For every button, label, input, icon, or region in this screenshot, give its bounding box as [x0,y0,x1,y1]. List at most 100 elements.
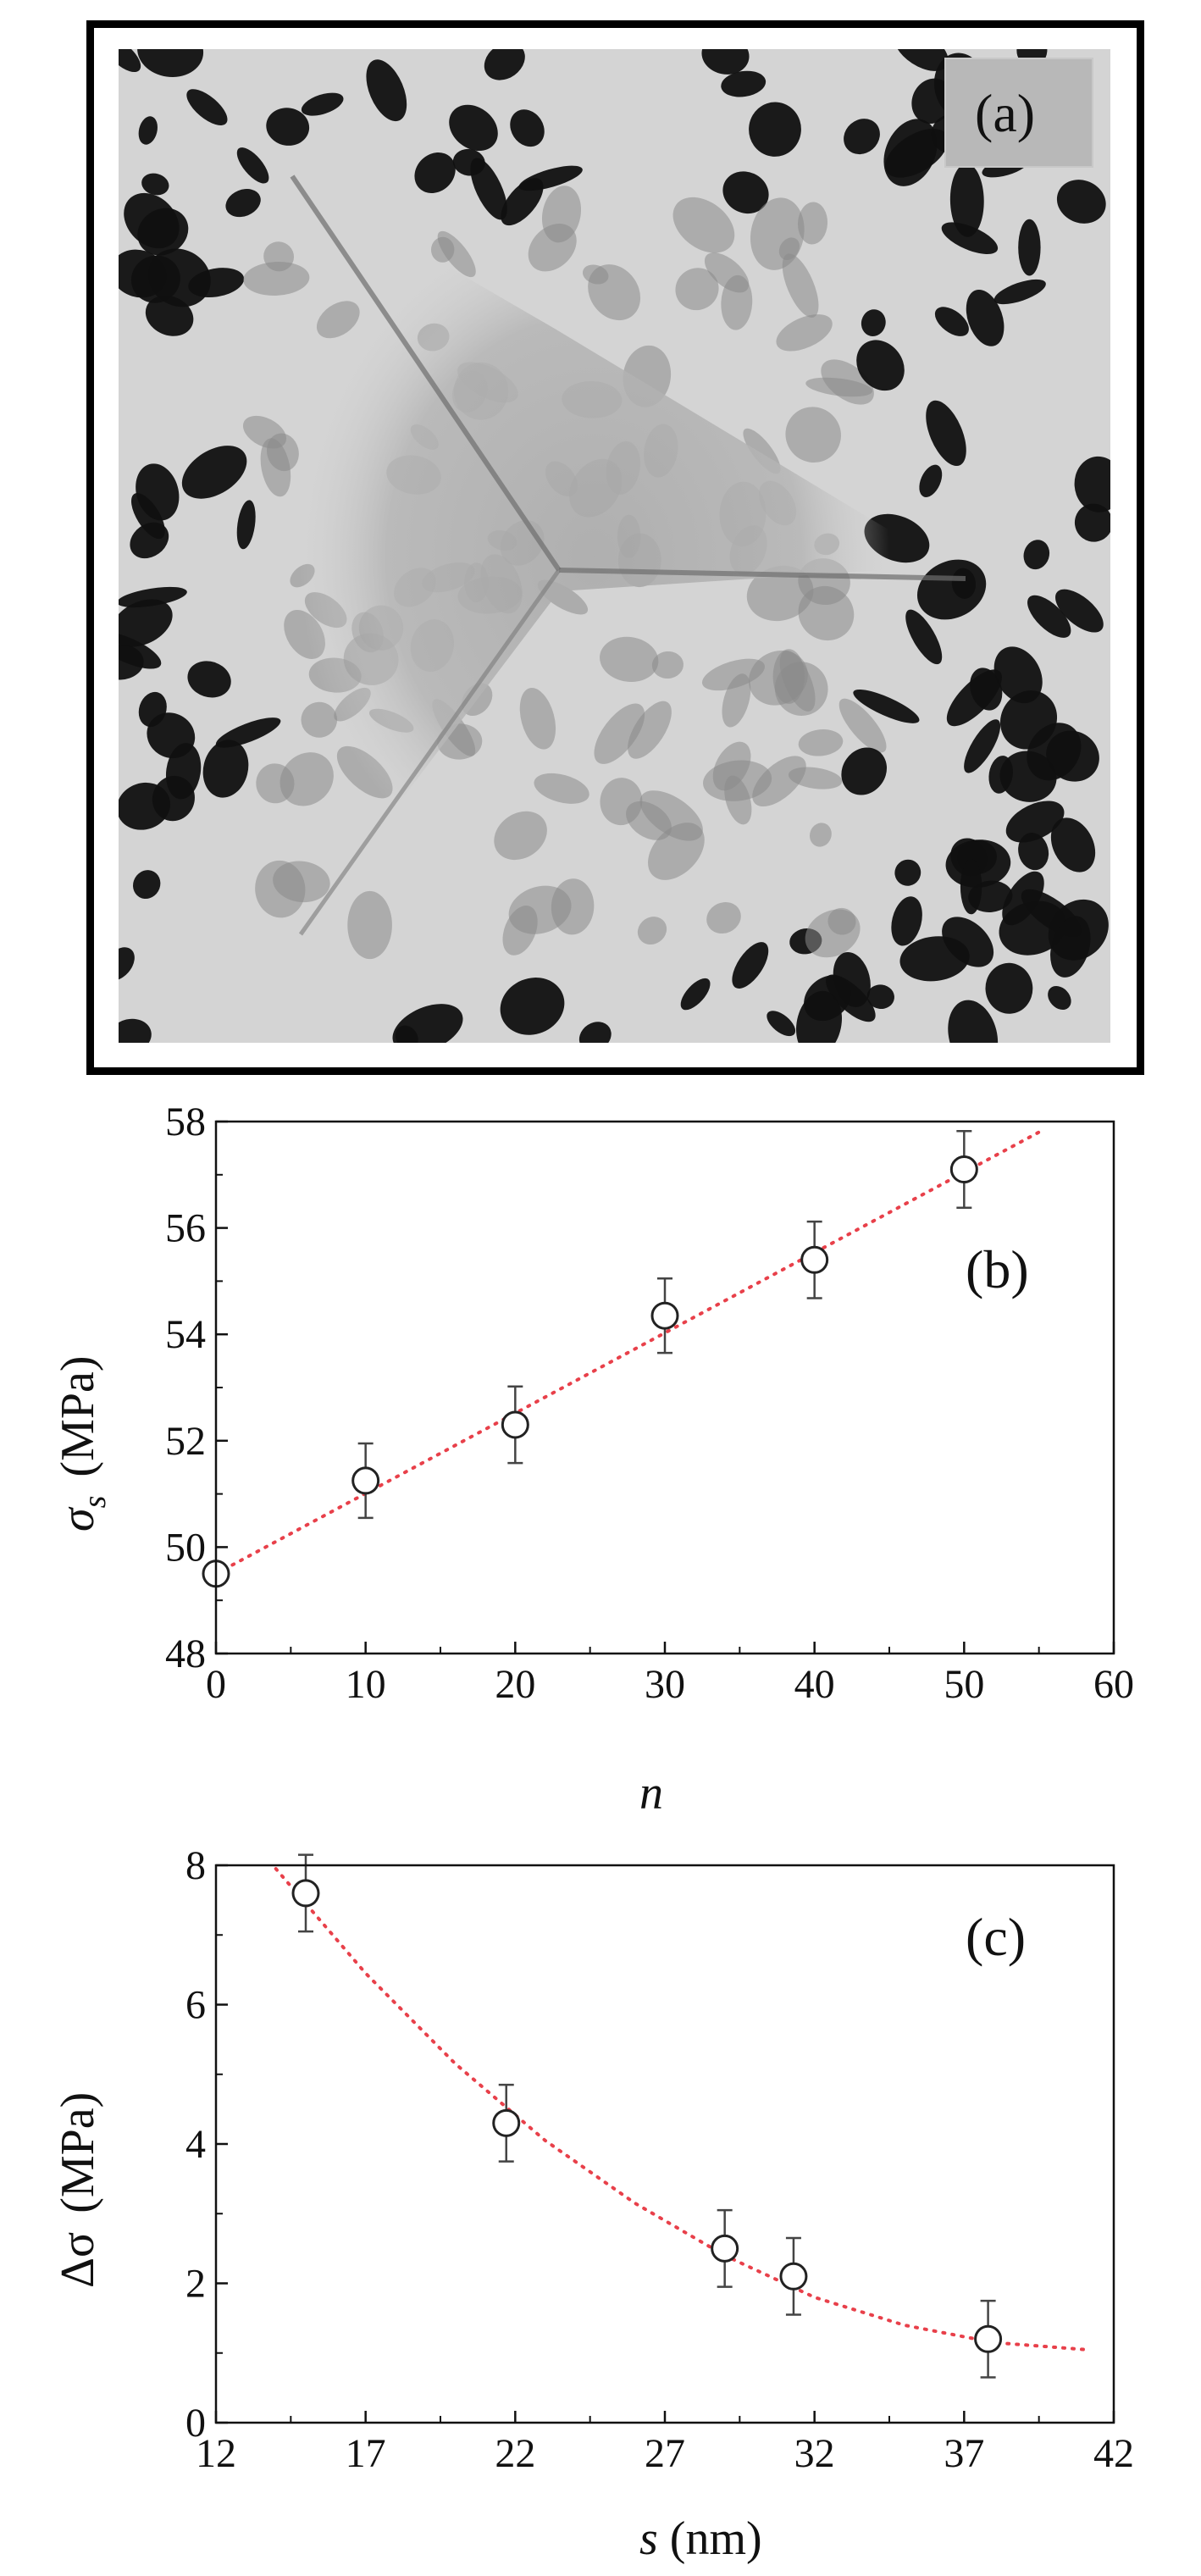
pore [948,1000,999,1043]
pore [414,152,456,194]
pore [853,689,920,723]
pore [1005,800,1065,843]
chart-b-x-axis-label: n [639,1767,663,1820]
chart-b-data-point [501,1410,529,1439]
pore [301,92,344,116]
pore [130,255,180,303]
pore [119,1018,152,1043]
pore [119,947,135,981]
pore [675,268,719,311]
pore [181,446,247,499]
pore [518,165,583,191]
pore [225,189,261,218]
pore [628,701,672,759]
chart-c-x-tick-label: 42 [1093,2431,1134,2476]
pore [941,222,999,254]
chart-c-data-point [711,2234,739,2263]
pore [721,274,753,330]
pore [588,264,641,321]
pore [648,823,705,880]
pore [266,108,310,146]
chart-b-data-point [949,1155,978,1184]
pore [919,464,943,497]
chart-c-panel-label: (c) [966,1907,1026,1967]
pore [926,400,966,467]
pore [510,109,545,147]
pore [528,223,577,272]
pore [721,70,767,97]
pore [508,885,572,934]
pore [470,158,507,220]
pore [934,307,969,336]
pore [133,870,161,900]
chart-b-data-point [650,1301,679,1330]
pore [841,747,888,795]
chart-c-x-tick-label: 17 [346,2431,386,2476]
pore [894,49,949,71]
chart-b-y-unit: (MPa) [52,1355,104,1476]
pore [706,901,741,934]
chart-c-y-symbol: Δσ [52,2232,104,2288]
panel-a-label: (a) [975,83,1036,143]
chart-c-data-point [291,1879,320,1908]
pore [600,636,659,682]
pore [215,717,281,748]
pore [833,951,871,1008]
pore [1050,817,1096,873]
chart-b: 0 10 20 30 40 50 60 48 50 52 54 56 58 (b) n σs (MPa) [52,1100,1134,1820]
pore [778,237,800,260]
pore [236,147,269,184]
pore [1027,723,1082,781]
pore [188,268,245,298]
pore [752,756,806,807]
chart-b-x-tick-label: 50 [944,1662,984,1707]
pore [942,917,994,967]
pore [672,197,735,253]
chart-c-y-tick-label: 0 [185,2401,206,2446]
pore [1048,985,1071,1011]
pore [534,773,589,804]
chart-b-y-tick-label: 54 [165,1312,206,1357]
pore [594,703,645,764]
pore [776,314,833,352]
pore [119,49,141,73]
pore [119,586,187,608]
pore [130,522,169,559]
pore [187,661,231,698]
pore [772,649,805,704]
chart-c-x-tick-label: 32 [794,2431,835,2476]
pore [964,719,1001,773]
chart-c: 12 17 22 27 32 37 42 0 2 4 6 8 (c) s (nm) Δσ (MPa) [52,1843,1134,2565]
pore [988,756,1013,794]
pore [966,290,1005,346]
pore [141,173,169,196]
panel-a-label-box: (a) [944,58,1093,168]
pore [637,917,667,945]
pore [1050,916,1091,978]
chart-b-y-tick-label: 58 [165,1100,206,1144]
pore [500,978,565,1035]
chart-b-x-tick-label: 60 [1093,1662,1134,1707]
pore [946,669,1002,727]
pore [993,646,1043,704]
pore [949,163,984,237]
pore [960,859,982,915]
pore [680,978,711,1011]
chart-c-y-axis-label: Δσ (MPa) [52,2092,104,2288]
chart-c-x-tick-label: 12 [196,2431,236,2476]
micrograph-texture [119,49,1110,1043]
chart-c-data-point [779,2262,808,2291]
pore [732,942,769,989]
pore [366,59,407,122]
pore [626,800,672,840]
pore [838,698,887,753]
pore [746,565,814,622]
pore [805,377,873,397]
chart-b-data-point [800,1245,829,1274]
chart-c-fit-line [274,1867,1086,2352]
pore [1055,589,1104,633]
pore [905,609,943,665]
pore [993,279,1046,305]
pore [722,673,751,728]
chart-b-panel-label: (b) [966,1239,1029,1299]
